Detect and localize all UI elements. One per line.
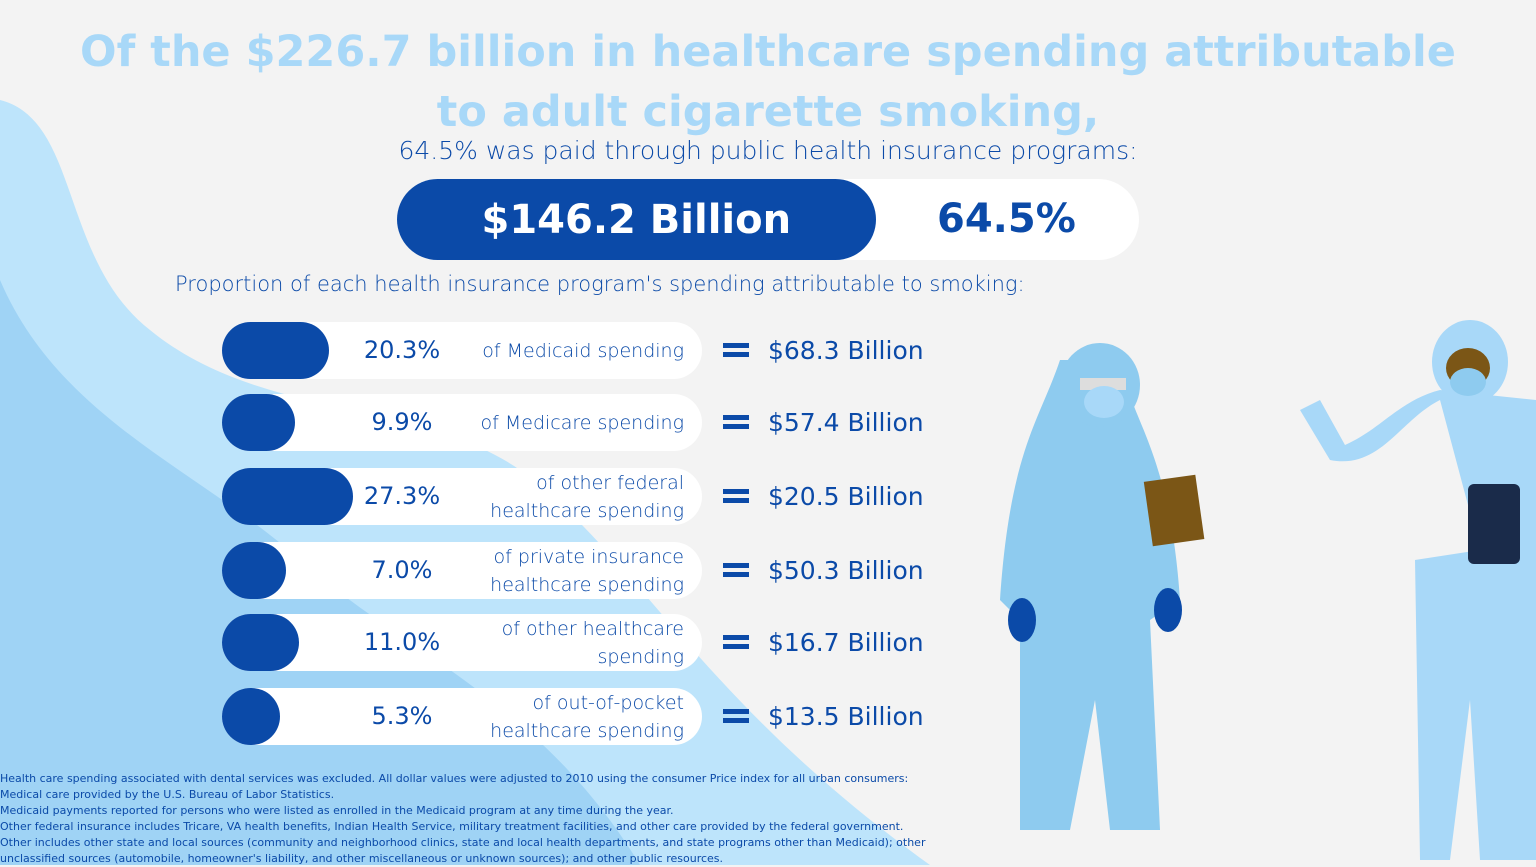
program-bar: 9.9% of Medicare spending: [222, 394, 702, 451]
public-insurance-percent: 64.5%: [937, 196, 1076, 242]
program-description: of Medicaid spending: [482, 339, 684, 362]
program-amount: $68.3 Billion: [768, 336, 924, 365]
program-amount: $57.4 Billion: [768, 408, 924, 437]
footnote: Other federal insurance includes Tricare…: [0, 820, 904, 833]
program-bar-fill: [222, 614, 299, 671]
program-description: of other healthcare spending: [501, 617, 684, 668]
program-percent: 9.9%: [371, 408, 433, 436]
program-amount: $20.5 Billion: [768, 482, 924, 511]
health-worker-right-illustration: [1300, 320, 1536, 860]
equals-icon: [723, 485, 749, 507]
program-percent: 20.3%: [363, 336, 441, 364]
footnote: Health care spending associated with den…: [0, 772, 909, 801]
public-insurance-fill: $146.2 Billion: [397, 179, 876, 260]
footnotes: Health care spending associated with den…: [0, 771, 930, 867]
program-bar: 11.0% of other healthcare spending: [222, 614, 702, 671]
equals-icon: [723, 631, 749, 653]
program-description: of private insurance healthcare spending: [490, 545, 684, 596]
program-bar: 27.3% of other federal healthcare spendi…: [222, 468, 702, 525]
equals-icon: [723, 411, 749, 433]
program-bar-fill: [222, 322, 330, 379]
program-description: of out-of-pocket healthcare spending: [490, 691, 684, 742]
footnote: Other includes other state and local sou…: [0, 836, 926, 865]
public-insurance-bar: $146.2 Billion 64.5%: [397, 179, 1139, 260]
program-bar-fill: [222, 468, 353, 525]
footnote: Medicaid payments reported for persons w…: [0, 804, 674, 817]
program-amount: $16.7 Billion: [768, 628, 924, 657]
program-bar-fill: [222, 688, 280, 745]
equals-icon: [723, 559, 749, 581]
equals-icon: [723, 705, 749, 727]
health-worker-left-illustration: [1000, 343, 1205, 830]
program-description: of Medicare spending: [480, 411, 684, 434]
program-bar-fill: [222, 542, 286, 599]
proportion-heading: Proportion of each health insurance prog…: [175, 272, 1025, 296]
program-amount: $50.3 Billion: [768, 556, 924, 585]
title-line-1: Of the $226.7 billion in healthcare spen…: [80, 27, 1456, 77]
program-percent: 11.0%: [363, 628, 441, 656]
program-amount: $13.5 Billion: [768, 702, 924, 731]
program-bar: 7.0% of private insurance healthcare spe…: [222, 542, 702, 599]
program-bar-fill: [222, 394, 296, 451]
program-bar: 5.3% of out-of-pocket healthcare spendin…: [222, 688, 702, 745]
program-percent: 5.3%: [371, 702, 433, 730]
equals-icon: [723, 339, 749, 361]
program-percent: 27.3%: [363, 482, 441, 510]
program-bar: 20.3% of Medicaid spending: [222, 322, 702, 379]
program-description: of other federal healthcare spending: [490, 471, 684, 522]
subtitle: 64.5% was paid through public health ins…: [398, 136, 1138, 165]
program-percent: 7.0%: [371, 556, 433, 584]
title-line-2: to adult cigarette smoking,: [436, 87, 1100, 137]
